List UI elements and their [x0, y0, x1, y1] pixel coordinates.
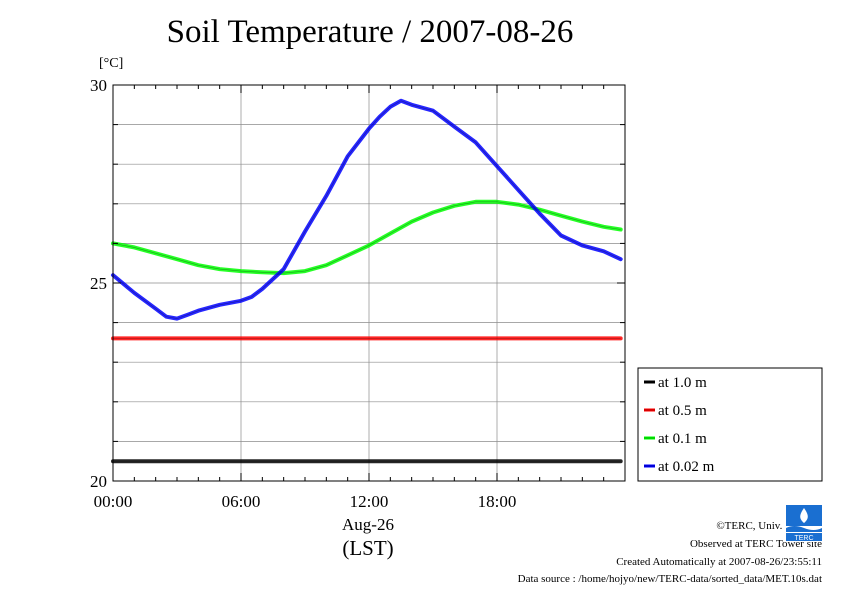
data-source-credit: Data source : /home/hojyo/new/TERC-data/…	[517, 573, 822, 585]
y-axis-unit-label: [°C]	[99, 56, 124, 71]
created-credit: Created Automatically at 2007-08-26/23:5…	[616, 556, 822, 568]
legend-label: at 0.02 m	[658, 459, 715, 475]
y-tick-label: 25	[90, 274, 107, 293]
chart-title: Soil Temperature / 2007-08-26	[166, 14, 574, 50]
series-line-3	[111, 98, 623, 321]
legend-label: at 0.5 m	[658, 403, 707, 419]
y-tick-label: 30	[90, 76, 107, 95]
legend-label: at 1.0 m	[658, 375, 707, 391]
x-tick-label: 18:00	[478, 492, 517, 511]
series-core-2	[112, 201, 621, 274]
x-tick-label: 06:00	[222, 492, 261, 511]
x-tick-label: 00:00	[94, 492, 133, 511]
terc-logo-icon: TERC	[784, 502, 824, 542]
legend-label: at 0.1 m	[658, 431, 707, 447]
y-tick-label: 20	[90, 472, 107, 491]
series-line-2	[111, 199, 623, 276]
x-tick-label: 12:00	[350, 492, 389, 511]
series-core-3	[112, 100, 621, 319]
legend-box	[637, 367, 823, 482]
x-axis-label: Aug-26	[342, 515, 394, 534]
logo-text: TERC	[794, 535, 813, 542]
x-axis-sublabel: (LST)	[342, 536, 393, 560]
